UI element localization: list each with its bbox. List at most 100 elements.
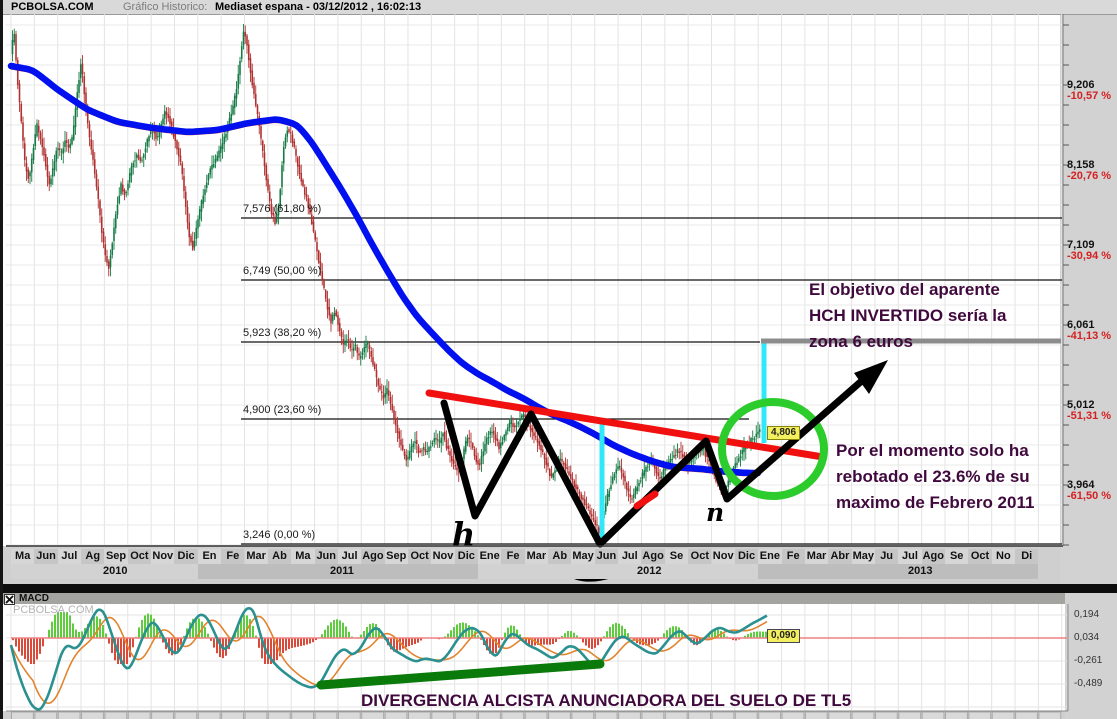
red-trendline <box>425 389 827 461</box>
x-axis-month-label: En <box>197 549 222 564</box>
x-axis-month-label: Ago <box>361 549 385 564</box>
hand-letter-n: n <box>706 498 724 527</box>
price-axis-label: 9,206 <box>1067 79 1095 91</box>
macd-value-tag: 0,090 <box>767 629 801 643</box>
price-axis-label: 5,012 <box>1067 399 1095 411</box>
x-axis-month-label: Jun <box>34 549 58 564</box>
x-axis-month-label: Ago <box>921 549 945 564</box>
x-axis-month-label: Sep <box>104 549 128 564</box>
ma-blue <box>7 62 762 477</box>
x-axis-year-band <box>197 564 478 579</box>
x-axis-month-label: Jul <box>618 549 642 564</box>
x-axis-month-label: Oct <box>407 549 432 564</box>
x-axis-year-label: 2012 <box>637 565 662 577</box>
macd-divergence <box>316 659 605 690</box>
hch-pattern-line <box>440 374 869 548</box>
rebound-annotation: Por el momento solo ha rebotado el 23.6%… <box>836 438 1034 516</box>
macd-axis-label: -0,489 <box>1074 678 1103 689</box>
green-highlight-circle <box>718 398 828 500</box>
price-axis-label: 6,061 <box>1067 319 1095 331</box>
x-axis-month-label: Dic <box>174 549 198 564</box>
macd-axis-label: -0,261 <box>1074 655 1103 666</box>
price-axis-label: 8,158 <box>1067 159 1095 171</box>
chart-title: Mediaset espana - 03/12/2012 , 16:02:13 <box>215 1 422 13</box>
site-brand: PCBOLSA.COM <box>11 1 94 13</box>
fib-level-label: 4,900 (23,60 %) <box>243 404 322 416</box>
x-axis-month-label: No <box>991 549 1016 564</box>
x-axis-month-label: Oct <box>127 549 152 564</box>
candlestick-series <box>11 24 761 542</box>
macd-signal <box>10 615 768 705</box>
x-axis-month-label: Nov <box>431 549 455 564</box>
x-axis-year-band <box>758 564 1039 579</box>
divergence-trendline <box>316 659 605 690</box>
close-macd-icon[interactable] <box>4 594 15 605</box>
x-axis-month-label: Ju <box>874 549 899 564</box>
fib-level-label: 3,246 (0,00 %) <box>243 529 316 541</box>
x-axis-month-label: Dic <box>454 549 478 564</box>
x-axis-month-label: Ag <box>81 549 105 564</box>
panel-separator <box>3 584 1117 593</box>
x-axis-month-label: May <box>571 549 595 564</box>
chart-type-label: Gráfico Historico: <box>123 1 208 13</box>
price-axis-label: 7,109 <box>1067 239 1095 251</box>
watermark: PCBOLSA.COM <box>13 604 94 616</box>
x-axis-month-label: Se <box>664 549 689 564</box>
macd-month-cells <box>11 711 1062 719</box>
percent-axis-label: -41,13 % <box>1067 330 1112 342</box>
red-dash-mark <box>633 490 659 510</box>
x-axis-month-label: Se <box>945 549 969 564</box>
x-axis-month-label: Oct <box>688 549 712 564</box>
x-axis-year-band <box>478 564 759 579</box>
x-axis-year-label: 2013 <box>908 565 933 577</box>
x-axis-month-label: Mar <box>524 549 549 564</box>
x-axis-month-label: Fe <box>781 549 805 564</box>
x-axis-year-label: 2011 <box>330 565 354 577</box>
fib-level-label: 6,749 (50,00 %) <box>243 265 322 277</box>
percent-axis-label: -61,50 % <box>1067 490 1112 502</box>
axes-frame <box>6 14 1069 712</box>
x-axis-month-label: Ene <box>478 549 502 564</box>
chart-graphics: hn <box>6 14 1069 719</box>
fib-level-label: 5,923 (38,20 %) <box>243 327 322 339</box>
x-axis-month-label: Ab <box>267 549 292 564</box>
macd-main-line <box>9 606 768 711</box>
macd-header-bar <box>3 593 1065 604</box>
x-axis-month-label: Di <box>1015 549 1039 564</box>
target-annotation-line2: HCH INVERTIDO sería la <box>809 306 1007 325</box>
percent-axis-label: -51,31 % <box>1067 410 1112 422</box>
x-axis-month-label: Abr <box>828 549 852 564</box>
x-axis-month-label: Dic <box>734 549 759 564</box>
percent-axis-label: -10,57 % <box>1067 90 1112 102</box>
macd-signal-line <box>10 615 768 705</box>
hand-drawn-overlays: hn <box>425 338 1061 582</box>
target-annotation-line3: zona 6 euros <box>809 332 913 351</box>
divergence-annotation: DIVERGENCIA ALCISTA ANUNCIADORA DEL SUEL… <box>361 691 852 710</box>
x-axis-month-label: Ab <box>548 549 572 564</box>
x-axis-month-label: Fe <box>221 549 245 564</box>
percent-axis-label: -30,94 % <box>1067 250 1112 262</box>
x-axis-month-label: Nov <box>711 549 735 564</box>
x-axis-month-label: Jul <box>337 549 362 564</box>
x-axis-month-label: Sep <box>384 549 408 564</box>
rebound-annotation-line1: Por el momento solo ha <box>836 441 1029 460</box>
macd-panel-title: MACD <box>19 593 49 604</box>
x-axis-month-label: Oct <box>968 549 992 564</box>
x-axis-month-label: Jul <box>898 549 922 564</box>
arrow-head <box>854 360 888 394</box>
x-axis-month-label: Jul <box>57 549 82 564</box>
x-axis-year-label: 2010 <box>103 565 128 577</box>
target-annotation-line1: El objetivo del aparente <box>809 280 1000 299</box>
moving-average-line <box>7 62 762 477</box>
x-axis-month-label: Jun <box>314 549 338 564</box>
title-bar: PCBOLSA.COM Gráfico Historico: Mediaset … <box>3 0 1117 15</box>
macd-main <box>9 606 768 711</box>
x-axis-month-label: Ene <box>758 549 782 564</box>
fib-level-label: 7,576 (61,80 %) <box>243 203 322 215</box>
price-axis-label: 3,964 <box>1067 479 1095 491</box>
x-axis-year-band <box>11 564 198 579</box>
x-axis-month-label: Ma <box>11 549 35 564</box>
x-axis-month-label: Nov <box>151 549 175 564</box>
macd-plot-area[interactable] <box>3 604 1065 711</box>
